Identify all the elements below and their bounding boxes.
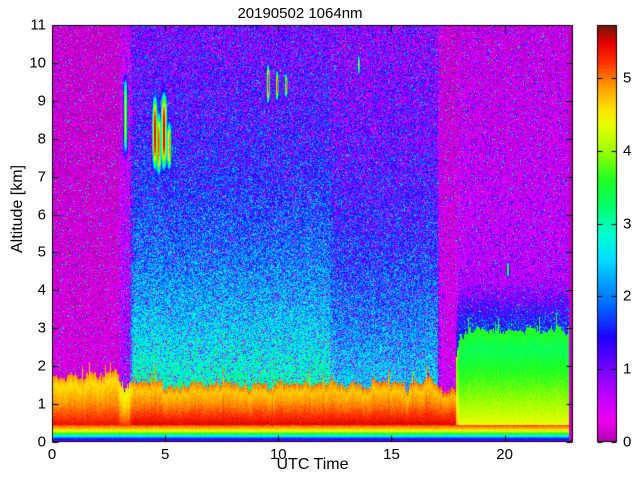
colorbar-tick-label: 3 [623, 215, 632, 233]
colorbar-tick-label: 5 [623, 69, 632, 87]
x-tick-label: 15 [383, 446, 400, 463]
y-tick-label: 6 [37, 206, 46, 224]
y-tick-label: 11 [30, 16, 46, 34]
colorbar-tick-label: 0 [623, 433, 632, 451]
y-tick-label: 5 [37, 243, 46, 261]
y-tick-label: 4 [37, 281, 46, 299]
page-title: 20190502 1064nm [237, 5, 363, 22]
x-tick-label: 5 [160, 446, 170, 463]
y-tick-label: 10 [29, 54, 46, 72]
x-tick-label: 20 [496, 446, 513, 463]
colorbar-tick-label: 4 [623, 142, 632, 160]
x-axis-title: UTC Time [276, 456, 349, 473]
y-tick-label: 1 [37, 395, 46, 413]
y-tick-label: 0 [37, 433, 46, 451]
y-tick-label: 9 [37, 92, 46, 110]
colorbar-tick-label: 2 [623, 287, 632, 305]
y-tick-label: 7 [37, 168, 46, 186]
y-tick-label: 3 [37, 319, 46, 337]
x-tick-label: 0 [47, 446, 57, 463]
y-tick-label: 2 [37, 357, 46, 375]
colorbar-tick-label: 1 [623, 360, 632, 378]
y-tick-label: 8 [37, 130, 46, 148]
x-tick-label: 10 [269, 446, 287, 463]
